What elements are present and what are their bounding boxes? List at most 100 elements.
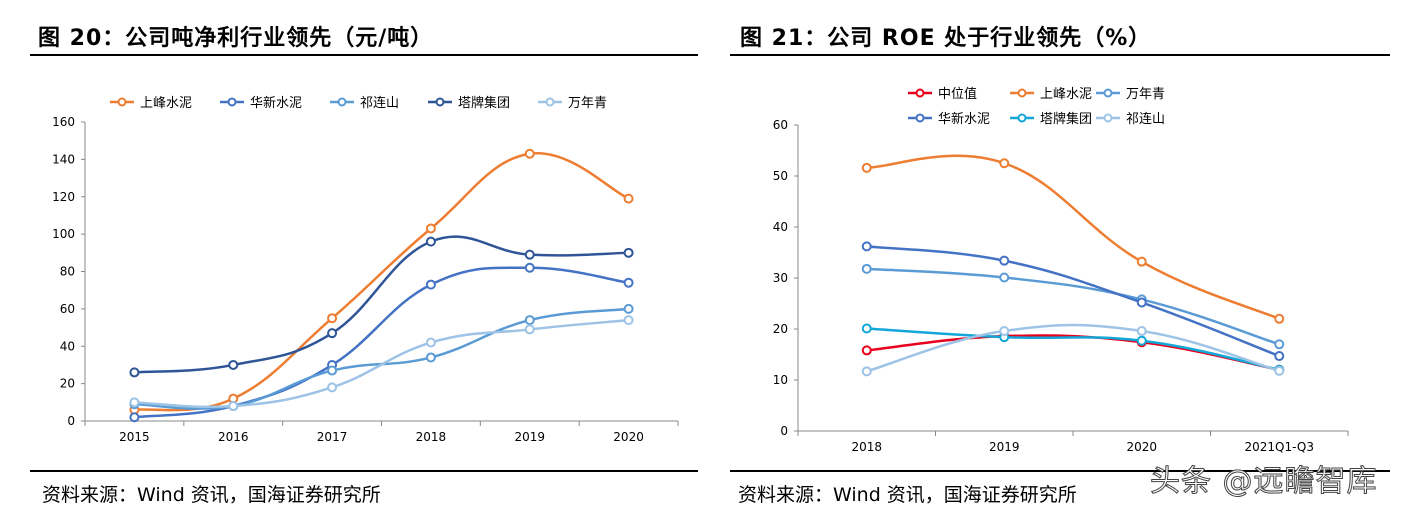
legend-swatch-marker [227,97,237,107]
y-tick-label: 40 [773,220,788,234]
y-tick-label: 0 [67,414,75,428]
legend-label: 祁连山 [1126,111,1165,127]
data-point [999,272,1010,283]
legend-label: 华新水泥 [938,111,990,127]
legend-swatch-marker [915,88,925,98]
x-tick-label: 2020 [613,430,644,444]
data-point [861,263,872,274]
data-point [861,345,872,356]
data-point [1274,339,1285,350]
x-tick-label: 2020 [1126,440,1157,454]
series-line [134,266,629,419]
data-point [999,255,1010,266]
legend-label: 塔牌集团 [458,95,510,111]
x-tick-label: 2021Q1-Q3 [1245,440,1314,454]
y-tick-label: 20 [60,377,75,391]
data-point [861,162,872,173]
data-point [425,279,436,290]
series-line [134,235,629,374]
legend-swatch-marker [1103,88,1113,98]
figure-title: 图 20：公司吨净利行业领先（元/吨） [38,26,434,51]
series-line [866,267,1280,346]
data-point [425,337,436,348]
chart-panel-left: 图 20：公司吨净利行业领先（元/吨） 0 20 40 60 80 100 120 140 16… [0,0,700,510]
x-tick-label: 2016 [218,430,249,444]
x-tick-label: 2019 [514,430,545,444]
data-point [1136,256,1147,267]
data-point [425,223,436,234]
title-rule [30,54,698,56]
source-rule [30,470,698,472]
data-point [327,382,338,393]
data-point [425,236,436,247]
legend-swatch-marker [435,97,445,107]
data-point [861,241,872,252]
figure-title: 图 21：公司 ROE 处于行业领先（%） [740,26,1152,51]
line-chart-net-profit-per-ton: 0 20 40 60 80 100 120 140 160 2015 2016 2017 2018 201… [52,95,679,444]
data-point [524,148,535,159]
y-tick-label: 80 [60,265,75,279]
data-point [1136,297,1147,308]
data-point [861,366,872,377]
data-point [129,412,140,423]
legend-label: 万年青 [568,96,607,111]
y-tick-label: 0 [780,424,788,438]
y-tick-label: 60 [773,118,788,132]
chart-panel-right: 图 21：公司 ROE 处于行业领先（%） 0 10 20 30 40 50 60 2018 2… [710,0,1410,510]
legend-swatch-marker [337,97,347,107]
y-tick-label: 40 [60,339,75,353]
y-tick-label: 140 [52,152,75,166]
x-tick-label: 2018 [416,430,447,444]
watermark-text: 头条 @远瞻智库 [1150,464,1378,500]
series-line [866,154,1280,320]
legend-swatch-marker [1103,113,1113,123]
y-tick-label: 20 [773,322,788,336]
legend-swatch-marker [915,113,925,123]
title-rule [730,54,1390,56]
legend-label: 中位值 [938,86,977,102]
data-point [524,324,535,335]
data-point [228,359,239,370]
series-line [866,334,1280,372]
data-point [524,249,535,260]
y-tick-label: 60 [60,302,75,316]
y-tick-label: 50 [773,169,788,183]
series-line [134,318,629,409]
data-point [327,365,338,376]
x-tick-label: 2018 [851,440,882,454]
data-point [861,323,872,334]
data-point [228,401,239,412]
legend-label: 华新水泥 [250,95,302,111]
source-note: 资料来源：Wind 资讯，国海证券研究所 [738,484,1077,506]
data-point [623,247,634,258]
data-point [623,303,634,314]
data-point [425,352,436,363]
legend-swatch-marker [545,97,555,107]
y-tick-label: 120 [52,190,75,204]
data-point [1274,365,1285,376]
data-point [623,277,634,288]
data-point [129,397,140,408]
data-point [1136,326,1147,337]
series-line [134,152,630,412]
data-point [999,326,1010,337]
data-point [1274,313,1285,324]
legend-label: 万年青 [1126,87,1165,102]
data-point [327,328,338,339]
x-tick-label: 2019 [989,440,1020,454]
source-note: 资料来源：Wind 资讯，国海证券研究所 [42,484,381,506]
x-tick-label: 2015 [119,430,150,444]
legend-label: 塔牌集团 [1040,111,1092,127]
data-point [999,158,1010,169]
legend-label: 祁连山 [360,95,399,111]
data-point [623,193,634,204]
legend-swatch-marker [117,97,127,107]
y-tick-label: 100 [52,227,75,241]
data-point [1136,335,1147,346]
legend-swatch-marker [1017,113,1027,123]
data-point [1274,351,1285,362]
line-chart-roe: 0 10 20 30 40 50 60 2018 2019 2020 2021Q1-Q3 中位值 上峰水… [773,86,1349,454]
series-line [866,245,1280,358]
source-rule [730,470,1390,472]
series-line [866,323,1280,373]
